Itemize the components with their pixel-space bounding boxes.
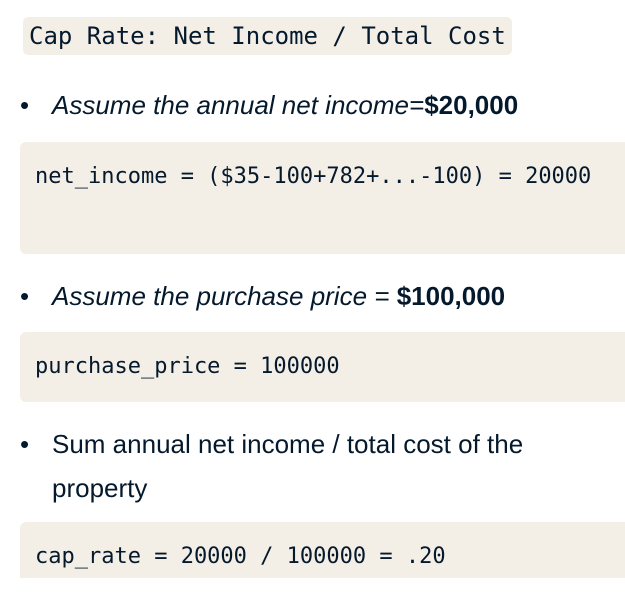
bullet-net-income: • Assume the annual net income=$20,000 — [20, 83, 615, 127]
section-heading: Cap Rate: Net Income / Total Cost — [23, 17, 512, 55]
code-block-purchase-price: purchase_price = 100000 — [20, 332, 625, 402]
code-block-net-income: net_income = ($35-100+782+...-100) = 200… — [20, 142, 625, 254]
bullet-dot: • — [20, 281, 30, 311]
bullet-value: $100,000 — [396, 281, 506, 311]
bullet-text: Sum annual net income / total cost of th… — [52, 429, 524, 503]
bullet-cap-rate: • Sum annual net income / total cost of … — [20, 422, 615, 510]
bullet-value: $20,000 — [424, 90, 519, 120]
bullet-dot: • — [20, 429, 30, 459]
bullet-label: Assume the purchase price = — [52, 281, 397, 311]
bullet-text: Assume the purchase price = $100,000 — [52, 274, 615, 318]
bullet-dot: • — [20, 90, 30, 120]
bullet-text: Assume the annual net income=$20,000 — [52, 83, 615, 127]
code-block-cap-rate: cap_rate = 20000 / 100000 = .20 — [20, 522, 625, 578]
bullet-label: Assume the annual net income= — [52, 90, 425, 120]
bullet-purchase-price: • Assume the purchase price = $100,000 — [20, 274, 615, 318]
